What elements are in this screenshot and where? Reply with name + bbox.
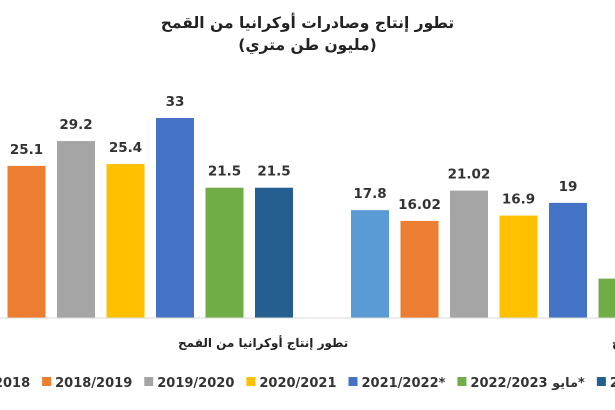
chart-title-block: تطور إنتاج وصادرات أوكرانيا من القمح (مل… [0, 12, 615, 56]
bar-2022-group-1 [255, 187, 293, 318]
legend-label: 2017/2018 [0, 376, 30, 391]
legend-swatch [348, 377, 358, 386]
legend-label: مايو 2022/2023* [470, 376, 585, 391]
bar-2019/2020-group-2 [450, 190, 488, 318]
legend-label: 2021/2022* [362, 376, 446, 391]
bar-2021/2022*-group-2 [549, 202, 587, 318]
bar-2020/2021-group-1 [106, 164, 145, 318]
bar-value-label: 17.8 [353, 186, 386, 202]
chart-title: تطور إنتاج وصادرات أوكرانيا من القمح [160, 14, 455, 32]
legend-swatch [596, 377, 606, 386]
bar-مايو 2022/2023*-group-1 [205, 187, 244, 318]
legend-label: 2020/2021 [259, 376, 336, 391]
bar-2020/2021-group-2 [499, 215, 538, 318]
bar-value-label: 16.9 [502, 192, 535, 208]
category-label: تطور إنتاج أوكرانيا من القمح [178, 335, 348, 351]
bar-2021/2022*-group-1 [156, 118, 194, 319]
bar-value-label: 21.02 [448, 167, 491, 183]
chart-subtitle: (مليون طن متري) [238, 36, 377, 54]
bar-2018/2019-group-2 [400, 220, 439, 318]
category-label: تطور صادرات أوكرانيا من القمح [612, 335, 615, 351]
bar-value-label: 25.1 [10, 142, 43, 158]
bar-value-label: 29.2 [59, 117, 92, 133]
bar-value-label: 25.4 [109, 140, 142, 156]
bar-2019/2020-group-1 [57, 141, 95, 318]
bar-مايو 2022/2023*-group-2 [598, 278, 615, 318]
bar-value-label: 33 [166, 94, 185, 110]
legend-swatch [457, 377, 467, 386]
bar-value-label: 16.02 [398, 197, 441, 213]
legend-swatch [42, 377, 52, 386]
bar-2018/2019-group-1 [7, 165, 46, 318]
legend-label: 2018/2019 [55, 376, 132, 391]
legend-swatch [144, 377, 154, 386]
bar-value-label: 21.5 [208, 164, 241, 180]
legend-label: 2022 [610, 376, 615, 391]
legend-swatch [246, 377, 256, 386]
bar-value-label: 21.5 [257, 164, 290, 180]
legend-label: 2019/2020 [157, 376, 234, 391]
bar-value-label: 19 [559, 179, 578, 195]
bar-2017/2018-group-2 [351, 210, 389, 318]
